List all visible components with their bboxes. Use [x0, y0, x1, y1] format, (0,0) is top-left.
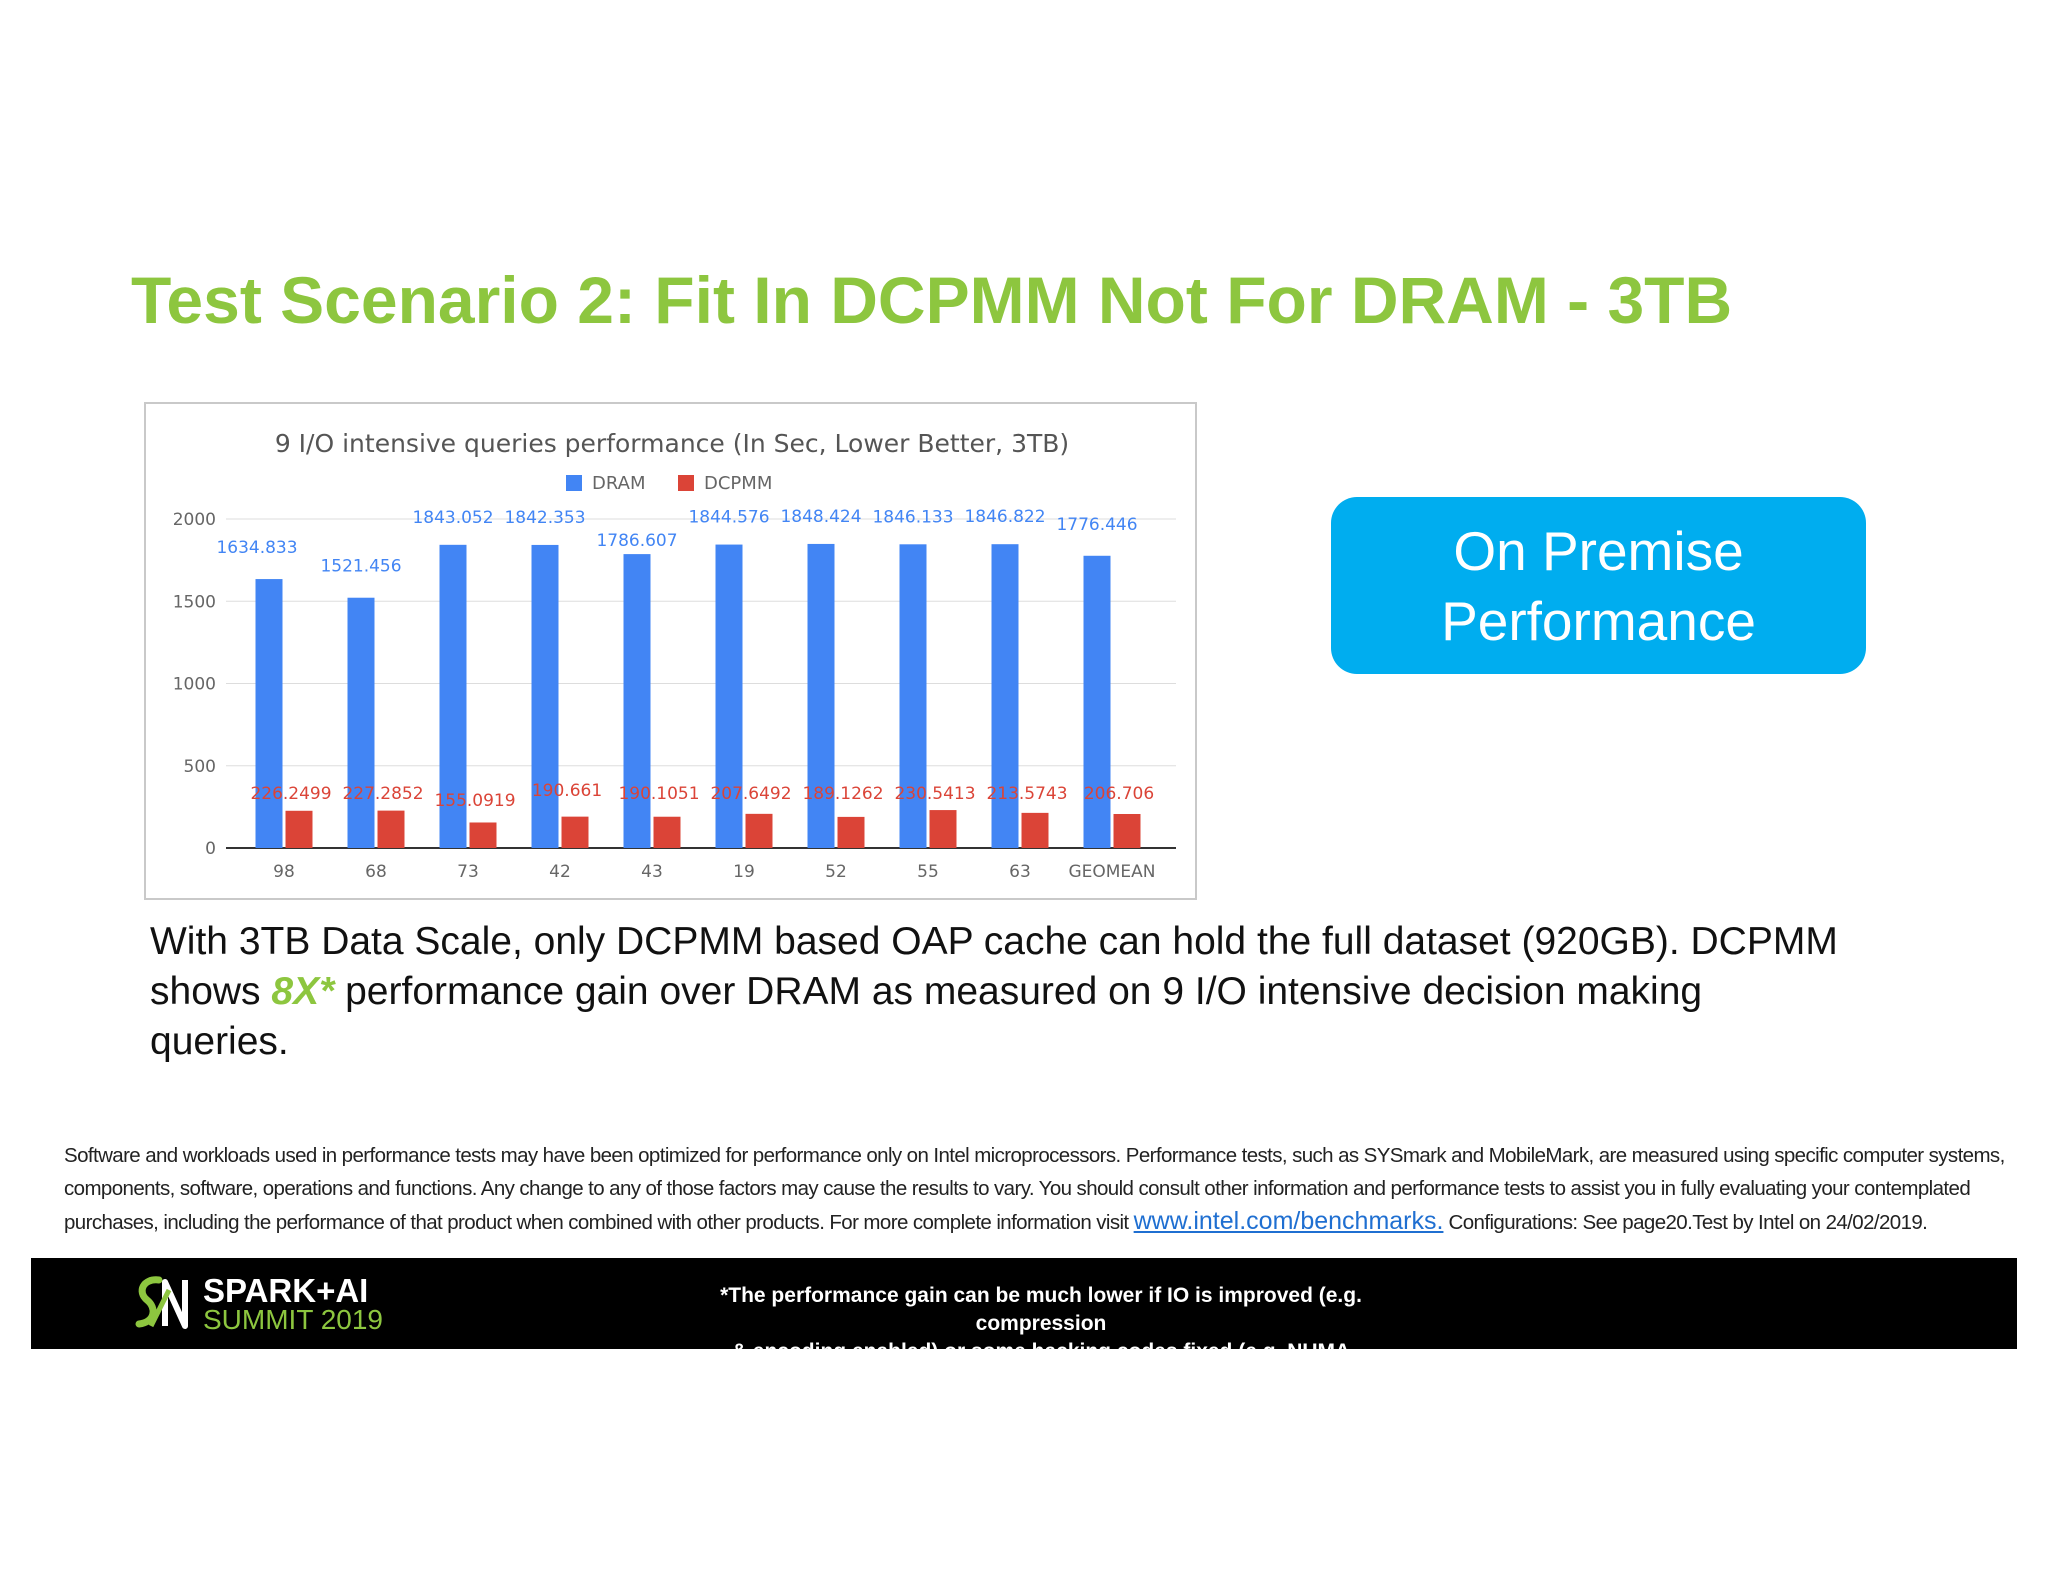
- data-label-dram: 1634.833: [216, 538, 297, 558]
- data-label-dram: 1776.446: [1056, 515, 1137, 535]
- bar-dcpmm-19: [745, 813, 773, 848]
- on-premise-badge: On Premise Performance: [1331, 497, 1866, 674]
- x-tick-label: 98: [273, 862, 295, 882]
- bar-dram-73: [439, 544, 467, 848]
- bar-dram-52: [807, 543, 835, 848]
- data-label-dram: 1848.424: [780, 507, 861, 527]
- bar-dcpmm-63: [1021, 812, 1049, 848]
- chart-data-labels: 1634.833 226.2499 1521.456 227.2852 1843.052…: [216, 507, 1154, 811]
- data-label-dram: 1846.133: [872, 507, 953, 527]
- premise-line-1: On Premise: [1453, 519, 1744, 582]
- performance-footnote: *The performance gain can be much lower …: [681, 1282, 1401, 1394]
- chart-title: 9 I/O intensive queries performance (In …: [275, 429, 1069, 458]
- bar-dram-98: [255, 579, 283, 848]
- bar-dcpmm-98: [285, 810, 313, 848]
- x-tick-label: GEOMEAN: [1068, 862, 1155, 882]
- data-label-dram: 1846.822: [964, 507, 1045, 527]
- x-tick-label: 68: [365, 862, 387, 882]
- logo-subtitle: SUMMIT 2019: [203, 1304, 383, 1335]
- logo-title: SPARK+AI: [203, 1272, 369, 1309]
- disclaimer-part-1: Software and workloads used in performan…: [64, 1144, 2005, 1234]
- data-label-dram: 1843.052: [412, 508, 493, 528]
- bar-dcpmm-geomean: [1113, 813, 1141, 848]
- chart-legend: DRAM DCPMM: [566, 473, 772, 494]
- x-tick-label: 55: [917, 862, 939, 882]
- y-axis: 0 500 1000 1500 2000: [173, 510, 216, 859]
- benchmarks-link[interactable]: www.intel.com/benchmarks.: [1133, 1207, 1444, 1235]
- legal-disclaimer: Software and workloads used in performan…: [64, 1140, 2014, 1240]
- slide-title: Test Scenario 2: Fit In DCPMM Not For DR…: [131, 263, 1733, 337]
- footnote-line-2: & encoding enabled) or some hacking code…: [731, 1340, 1351, 1391]
- legend-swatch-dram: [566, 475, 582, 491]
- bar-dram-43: [623, 554, 651, 848]
- gain-highlight: 8X*: [271, 970, 335, 1013]
- footer-bar: SPARK+AI SUMMIT 2019 *The performance ga…: [31, 1258, 2017, 1391]
- y-tick-label: 1500: [173, 592, 216, 612]
- data-label-dcpmm: 226.2499: [250, 784, 331, 804]
- legend-label-dram: DRAM: [592, 473, 645, 494]
- y-tick-label: 500: [184, 757, 216, 777]
- bar-dram-geomean: [1083, 555, 1111, 848]
- bar-dcpmm-52: [837, 816, 865, 848]
- data-label-dcpmm: 190.1051: [618, 784, 699, 804]
- x-tick-label: 63: [1009, 862, 1031, 882]
- summary-text: With 3TB Data Scale, only DCPMM based OA…: [150, 917, 1850, 1067]
- premise-text: On Premise Performance: [1331, 516, 1866, 656]
- disclaimer-part-2: Configurations: See page20.Test by Intel…: [1443, 1211, 1928, 1234]
- y-tick-label: 2000: [173, 510, 216, 530]
- data-label-dcpmm: 190.661: [532, 781, 602, 801]
- bar-dcpmm-42: [561, 816, 589, 848]
- data-label-dram: 1521.456: [320, 557, 401, 577]
- bar-dcpmm-43: [653, 816, 681, 848]
- bar-dram-19: [715, 544, 743, 848]
- bar-dram-68: [347, 597, 375, 848]
- bar-dcpmm-68: [377, 810, 405, 848]
- data-label-dcpmm: 227.2852: [342, 784, 423, 804]
- bar-chart: 9 I/O intensive queries performance (In …: [144, 402, 1197, 900]
- x-tick-label: 19: [733, 862, 755, 882]
- summary-part-1: With 3TB Data Scale, only DCPMM based OA…: [150, 920, 1838, 1013]
- bar-dram-42: [531, 544, 559, 848]
- data-label-dcpmm: 213.5743: [986, 784, 1067, 804]
- bar-dram-63: [991, 544, 1019, 848]
- bar-dcpmm-55: [929, 810, 957, 848]
- premise-line-2: Performance: [1441, 589, 1756, 652]
- data-label-dcpmm: 155.0919: [434, 791, 515, 811]
- summary-part-2: performance gain over DRAM as measured o…: [150, 970, 1703, 1063]
- data-label-dram: 1844.576: [688, 508, 769, 528]
- spark-ai-logo-icon: [135, 1276, 188, 1329]
- x-tick-label: 73: [457, 862, 479, 882]
- legend-swatch-dcpmm: [678, 475, 694, 491]
- bar-dram-55: [899, 544, 927, 848]
- data-label-dcpmm: 230.5413: [894, 784, 975, 804]
- legend-label-dcpmm: DCPMM: [704, 473, 772, 494]
- chart-canvas: 9 I/O intensive queries performance (In …: [173, 429, 1176, 882]
- x-axis: 98 68 73 42 43 19 52 55 63 GEOMEAN: [273, 862, 1155, 882]
- x-tick-label: 52: [825, 862, 847, 882]
- data-label-dcpmm: 189.1262: [802, 784, 883, 804]
- y-tick-label: 1000: [173, 675, 216, 695]
- data-label-dram: 1842.353: [504, 508, 585, 528]
- data-label-dram: 1786.607: [596, 531, 677, 551]
- footnote-line-1: *The performance gain can be much lower …: [720, 1284, 1362, 1335]
- chart-bars: [255, 543, 1141, 848]
- data-label-dcpmm: 206.706: [1084, 784, 1154, 804]
- x-tick-label: 42: [549, 862, 571, 882]
- x-tick-label: 43: [641, 862, 663, 882]
- y-tick-label: 0: [205, 839, 216, 859]
- bar-dcpmm-73: [469, 822, 497, 848]
- data-label-dcpmm: 207.6492: [710, 784, 791, 804]
